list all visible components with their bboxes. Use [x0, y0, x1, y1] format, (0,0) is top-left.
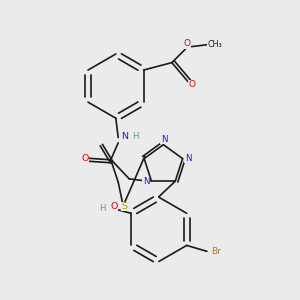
Text: N: N [185, 154, 191, 163]
Text: N: N [161, 135, 167, 144]
Text: CH₃: CH₃ [208, 40, 222, 49]
Text: N: N [143, 177, 149, 186]
Text: H: H [99, 204, 106, 213]
Text: S: S [121, 202, 127, 211]
Text: H: H [132, 132, 139, 141]
Text: O: O [183, 39, 190, 48]
Text: O: O [82, 154, 89, 163]
Text: Br: Br [211, 247, 221, 256]
Text: N: N [121, 132, 128, 141]
Text: O: O [110, 202, 118, 211]
Text: O: O [189, 80, 196, 89]
